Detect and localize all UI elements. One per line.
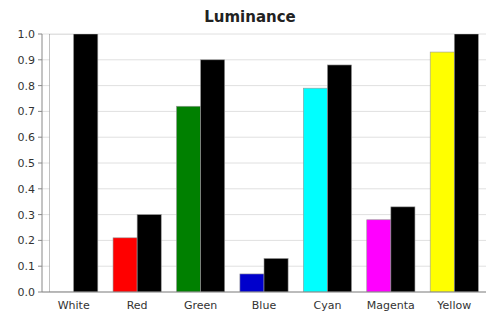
grid-line: [42, 34, 486, 35]
y-tick-label: 1.0: [18, 28, 36, 41]
x-tick-label: Blue: [252, 299, 277, 312]
y-tick-label: 0.7: [18, 105, 36, 118]
y-tick-label: 0.4: [18, 183, 36, 196]
x-tick-label: Yellow: [436, 299, 471, 312]
bar: [50, 34, 74, 292]
y-tick: [38, 34, 42, 35]
y-tick: [38, 111, 42, 112]
grid: [42, 34, 486, 292]
bar: [113, 238, 137, 292]
bar: [367, 220, 391, 292]
x-axis: White Red Green Blue Cyan Magenta Yellow: [58, 299, 472, 312]
y-tick-label: 0.9: [18, 54, 36, 67]
grid-line: [42, 214, 486, 215]
grid-line: [42, 240, 486, 241]
x-tick-label: Red: [127, 299, 148, 312]
y-tick: [38, 163, 42, 164]
bar: [176, 106, 200, 292]
y-tick: [38, 292, 42, 293]
title: Luminance: [204, 8, 296, 26]
y-tick-label: 0.5: [18, 157, 36, 170]
y-tick-label: 0.6: [18, 131, 36, 144]
bar: [137, 215, 161, 292]
y-axis-line: [42, 34, 43, 292]
x-tick-label: Magenta: [367, 299, 415, 312]
y-axis: 0.0 0.1 0.2 0.3 0.4 0.5 0.6 0.7 0.8 0.9 1.0: [18, 28, 43, 299]
grid-line: [42, 85, 486, 86]
grid-line: [42, 188, 486, 189]
y-tick: [38, 240, 42, 241]
bar: [264, 258, 288, 292]
grid-line: [42, 59, 486, 60]
grid-line: [42, 111, 486, 112]
bar: [240, 274, 264, 292]
bar: [454, 34, 478, 292]
chart-svg: Luminance 0.0 0.1 0.2 0.3 0.4 0.5 0.6 0.7 0.8 0.9 1…: [0, 0, 500, 320]
x-tick-label: White: [58, 299, 90, 312]
bar: [391, 207, 415, 292]
y-tick-label: 0.8: [18, 80, 36, 93]
grid-line: [42, 137, 486, 138]
y-tick-label: 0.1: [18, 260, 36, 273]
y-tick: [38, 59, 42, 60]
y-tick: [38, 188, 42, 189]
y-tick: [38, 85, 42, 86]
bar: [327, 65, 351, 292]
y-tick: [38, 266, 42, 267]
x-axis-line: [42, 292, 486, 293]
chart-container: Luminance 0.0 0.1 0.2 0.3 0.4 0.5 0.6 0.7 0.8 0.9 1…: [0, 0, 500, 320]
bar: [201, 60, 225, 292]
y-tick-label: 0.2: [18, 234, 36, 247]
y-tick-label: 0.3: [18, 209, 36, 222]
bar: [303, 88, 327, 292]
y-tick: [38, 137, 42, 138]
x-tick-label: Green: [184, 299, 217, 312]
y-tick-label: 0.0: [18, 286, 36, 299]
y-tick: [38, 214, 42, 215]
grid-line: [42, 163, 486, 164]
grid-line: [42, 292, 486, 293]
bars: [50, 34, 479, 292]
bar: [430, 52, 454, 292]
x-tick-label: Cyan: [313, 299, 341, 312]
bar: [74, 34, 98, 292]
